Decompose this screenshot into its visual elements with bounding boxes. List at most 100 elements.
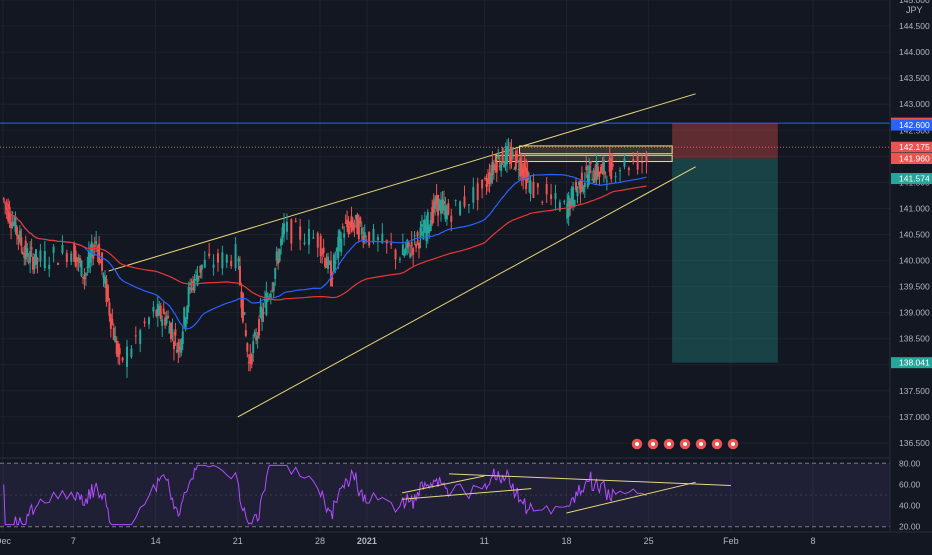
candle-body xyxy=(148,317,151,325)
rsi-trend-line[interactable] xyxy=(402,488,532,500)
rsi-trend-line[interactable] xyxy=(449,473,731,486)
time-tick-label: Feb xyxy=(723,536,739,546)
candle-body xyxy=(194,271,197,273)
candle-body xyxy=(299,226,302,240)
drawings[interactable] xyxy=(0,93,890,418)
candle-body xyxy=(112,327,115,341)
candle-body xyxy=(331,278,334,280)
candle-body xyxy=(409,253,412,258)
candle-body xyxy=(171,329,174,332)
candle-body xyxy=(415,243,418,248)
price-label: 141.960 xyxy=(891,152,932,164)
candle-body xyxy=(13,222,16,224)
candle-body xyxy=(492,163,495,171)
candle-body xyxy=(390,243,393,245)
candle-body xyxy=(249,354,252,364)
price-label: 142.175 xyxy=(891,141,932,153)
candle-body xyxy=(247,362,250,364)
candle-body xyxy=(225,254,228,263)
candle-body xyxy=(403,251,406,257)
candle-body xyxy=(18,230,21,242)
time-tick-label: 11 xyxy=(480,536,489,546)
candle-body xyxy=(346,219,349,228)
candle-body xyxy=(357,219,360,240)
candle-body xyxy=(73,243,76,262)
rsi-tick-label: 80.00 xyxy=(899,458,921,468)
candle-body xyxy=(197,276,200,278)
candle-body xyxy=(164,317,167,326)
candle-body xyxy=(497,155,500,159)
price-label: 138.041 xyxy=(891,357,932,369)
trend-line[interactable] xyxy=(108,93,696,272)
candle-body xyxy=(450,215,453,222)
flag-icon[interactable] xyxy=(726,437,740,451)
candle-body xyxy=(577,181,580,186)
candle-body xyxy=(7,204,10,221)
flag-icon[interactable] xyxy=(710,437,724,451)
candle-body xyxy=(21,252,24,255)
candle-body xyxy=(321,253,324,255)
time-tick-label: 7 xyxy=(71,536,76,546)
candle-body xyxy=(307,229,310,245)
event-dot-center xyxy=(715,442,719,446)
candle-body xyxy=(193,278,196,291)
candle-body xyxy=(271,289,274,291)
resistance-zone[interactable] xyxy=(495,154,673,163)
candle-body xyxy=(269,293,272,299)
candle-body xyxy=(258,319,261,336)
candle-body xyxy=(186,306,189,320)
candle-body xyxy=(337,236,340,259)
candle-body xyxy=(121,357,124,361)
rsi-trend-line[interactable] xyxy=(402,475,485,494)
flag-icon[interactable] xyxy=(662,437,676,451)
candle-body xyxy=(576,189,579,197)
candle-body xyxy=(641,162,644,164)
flag-icon[interactable] xyxy=(678,437,692,451)
candle-body xyxy=(585,166,588,171)
price-label-bg xyxy=(891,141,932,153)
resistance-zone[interactable] xyxy=(519,145,673,155)
candle-body xyxy=(418,242,421,249)
candle-body xyxy=(501,147,504,164)
candle-body xyxy=(165,317,168,324)
candle-body xyxy=(567,195,570,218)
candle-body xyxy=(48,264,51,270)
candle-body xyxy=(20,237,23,246)
price-axis[interactable] xyxy=(890,0,932,550)
candle-body xyxy=(520,163,523,176)
time-axis[interactable] xyxy=(0,532,932,550)
candle-body xyxy=(252,341,255,353)
price-tick-label: 136.500 xyxy=(899,438,930,448)
candle-body xyxy=(356,214,359,235)
price-tick-label: 144.000 xyxy=(899,47,930,57)
candle-body xyxy=(591,179,594,181)
candle-body xyxy=(463,196,466,207)
take-profit-zone[interactable] xyxy=(672,158,778,363)
candle-body xyxy=(152,306,155,312)
candle-body xyxy=(536,183,539,188)
price-tick-label: 137.000 xyxy=(899,412,930,422)
overlays[interactable] xyxy=(630,437,740,451)
candle-body xyxy=(106,285,109,301)
price-label-text: 142.175 xyxy=(899,142,930,152)
flag-icon[interactable] xyxy=(694,437,708,451)
candle-body xyxy=(444,205,447,220)
candle-body xyxy=(376,237,379,241)
stop-loss-zone[interactable] xyxy=(672,123,778,159)
candle-body xyxy=(328,262,331,264)
candle-body xyxy=(118,347,121,355)
flag-icon[interactable] xyxy=(630,437,644,451)
candle-body xyxy=(528,181,531,183)
candle-body xyxy=(280,238,283,246)
trend-line[interactable] xyxy=(237,166,696,418)
candle-body xyxy=(180,339,183,353)
flag-icon[interactable] xyxy=(646,437,660,451)
candle-body xyxy=(183,307,186,326)
candle-body xyxy=(184,318,187,328)
candle-body xyxy=(290,219,293,244)
candle-body xyxy=(550,194,553,199)
rsi-trend-line[interactable] xyxy=(566,481,696,514)
